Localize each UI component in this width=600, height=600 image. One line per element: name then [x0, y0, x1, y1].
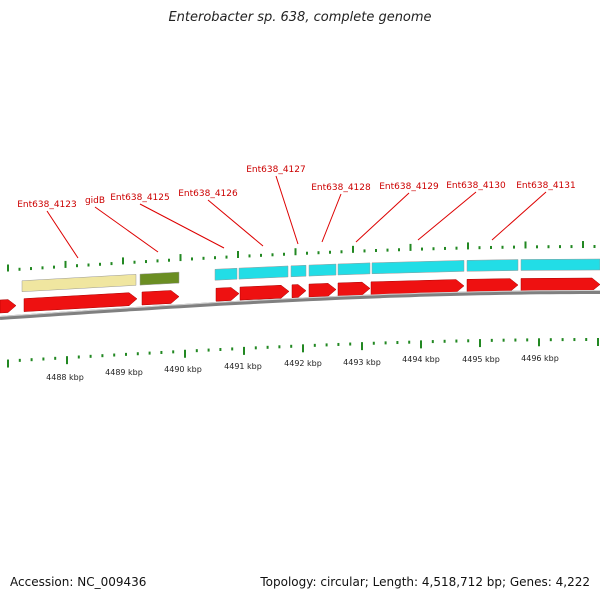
leader-line: [321, 193, 342, 243]
leader-line: [491, 191, 547, 241]
label-leader-lines: [46, 175, 547, 259]
leader-line: [46, 210, 79, 259]
scale-label: 4490 kbp: [164, 365, 202, 374]
gene-arrow: [215, 287, 240, 302]
gene-arrow: [337, 281, 371, 297]
leader-line: [355, 192, 410, 243]
accession-number: NC_009436: [77, 575, 147, 589]
gene-arrow: [370, 279, 465, 296]
genome-backbone: [0, 290, 600, 320]
scale-labels: 4488 kbp 4489 kbp 4490 kbp 4491 kbp 4492 kbp…: [46, 354, 559, 382]
leader-line: [139, 203, 225, 249]
scale-label: 4491 kbp: [224, 362, 262, 371]
leader-line: [417, 191, 477, 241]
gene-arrow: [291, 284, 307, 299]
leader-line: [94, 206, 159, 253]
map-title: Enterobacter sp. 638, complete genome: [168, 10, 432, 25]
accession-label: Accession:: [10, 575, 74, 589]
gene-box: [21, 274, 137, 292]
scale-label: 4493 kbp: [343, 358, 381, 367]
gene-box: [337, 262, 371, 276]
gene-box: [520, 258, 600, 271]
gene-features: [0, 258, 600, 314]
gene-arrow: [0, 299, 17, 314]
accession-info: Accession: NC_009436: [10, 575, 146, 589]
scale-label: 4489 kbp: [105, 368, 143, 377]
backbone-line: [0, 290, 600, 320]
scale-label: 4495 kbp: [462, 355, 500, 364]
gene-label: Ent638_4123: [17, 200, 77, 210]
bottom-tick-row: [7, 338, 599, 368]
gene-box: [238, 265, 289, 280]
gene-label: Ent638_4127: [246, 165, 306, 175]
gene-label: Ent638_4131: [516, 181, 576, 191]
gene-arrow: [23, 292, 138, 312]
scale-label: 4492 kbp: [284, 359, 322, 368]
gene-label: Ent638_4130: [446, 181, 506, 191]
gene-box: [466, 259, 519, 272]
gene-label: Ent638_4128: [311, 183, 371, 193]
scale-label: 4488 kbp: [46, 373, 84, 382]
gene-box: [214, 267, 238, 281]
scale-label: 4494 kbp: [402, 355, 440, 364]
gene-labels: Ent638_4123 gidB Ent638_4125 Ent638_4126 Ent…: [17, 165, 576, 210]
top-tick-row: [7, 241, 596, 272]
gene-box: [290, 264, 307, 278]
gene-label: Ent638_4126: [178, 189, 238, 199]
gene-arrow: [520, 277, 600, 292]
gene-label: gidB: [85, 196, 105, 206]
gene-box: [371, 260, 465, 275]
gene-arrow: [308, 283, 337, 298]
gene-box: [139, 271, 180, 286]
gene-box: [308, 263, 337, 277]
leader-line: [207, 199, 264, 247]
gene-label: Ent638_4129: [379, 182, 439, 192]
backbone-highlight: [0, 290, 600, 317]
gene-arrow: [141, 290, 180, 306]
topology-info: Topology: circular; Length: 4,518,712 bp…: [260, 575, 590, 589]
gene-arrow: [239, 284, 290, 301]
scale-label: 4496 kbp: [521, 354, 559, 363]
gene-label: Ent638_4125: [110, 193, 170, 203]
gene-arrow: [466, 278, 519, 293]
leader-line: [275, 175, 299, 245]
